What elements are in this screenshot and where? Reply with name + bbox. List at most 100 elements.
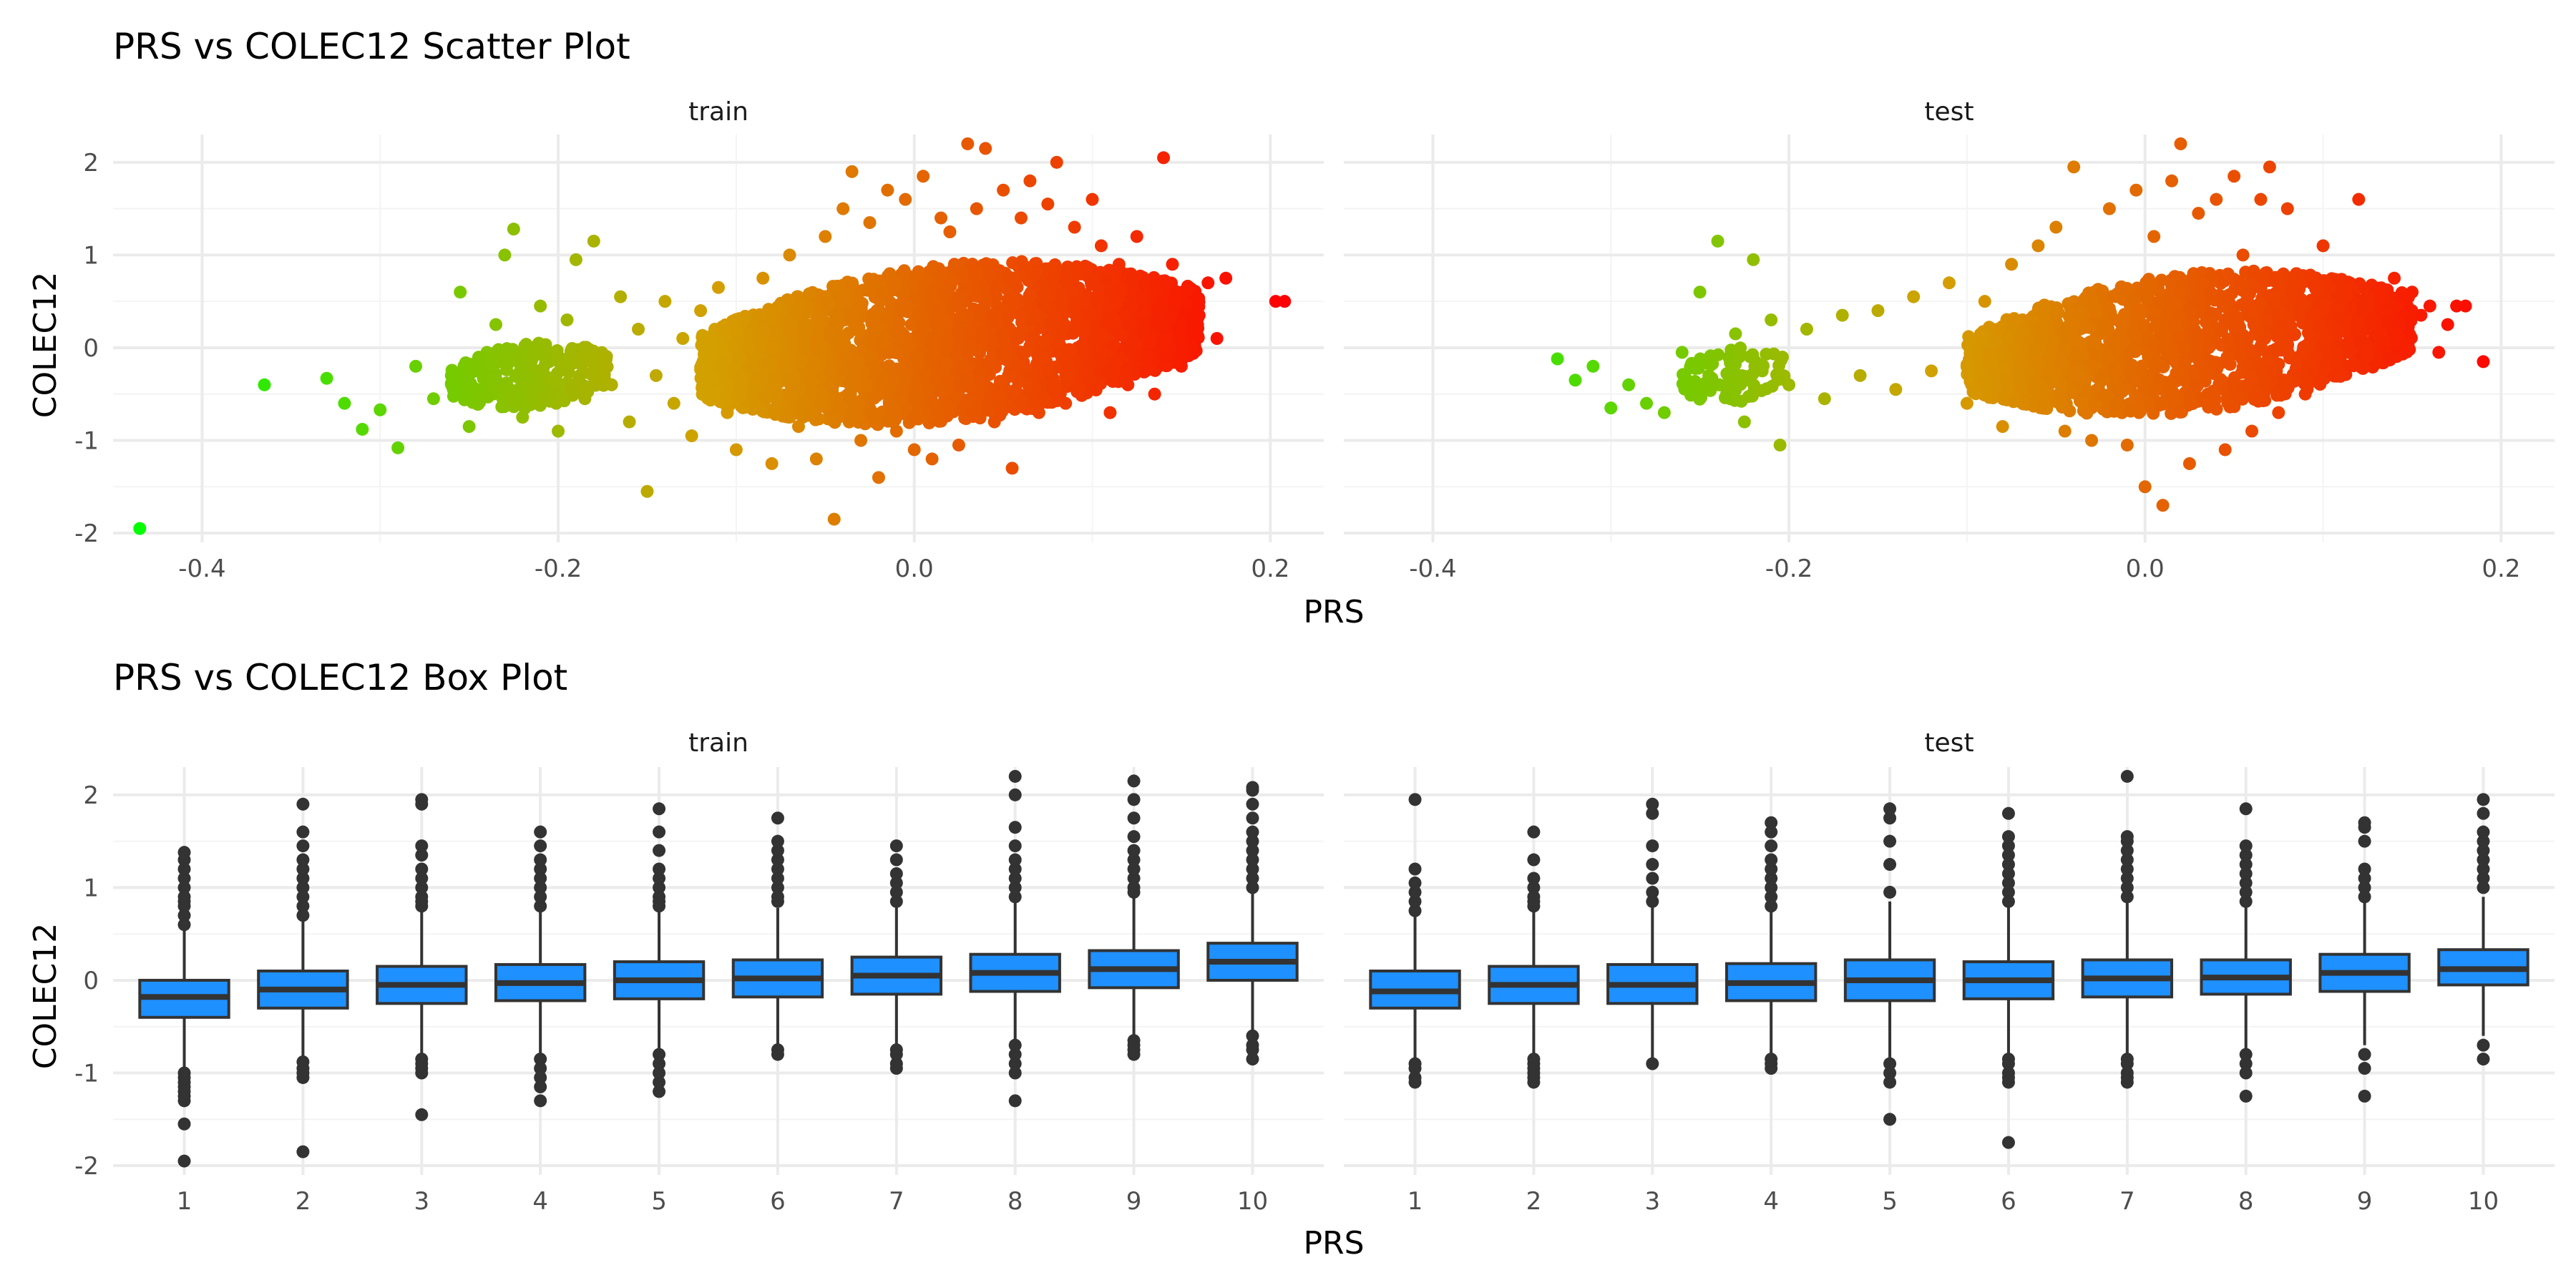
x-tick-label: 5: [651, 1187, 667, 1216]
scatter-point: [2318, 298, 2331, 312]
scatter-point: [597, 379, 610, 392]
scatter-point: [888, 373, 902, 386]
scatter-point: [1101, 301, 1115, 314]
scatter-point: [1973, 361, 1986, 375]
scatter-point: [2174, 137, 2187, 150]
scatter-point: [1729, 358, 1742, 371]
scatter-point: [2007, 394, 2021, 408]
scatter-point: [2096, 284, 2109, 298]
scatter-point: [1108, 315, 1121, 328]
scatter-point: [1050, 336, 1064, 349]
scatter-point: [485, 374, 499, 387]
scatter-point: [881, 384, 894, 397]
scatter-point: [994, 406, 1008, 420]
scatter-point: [133, 522, 147, 535]
scatter-point: [881, 414, 894, 428]
scatter-point: [1106, 375, 1120, 389]
scatter-point: [2280, 202, 2294, 215]
box-outlier: [296, 909, 310, 922]
scatter-point: [2172, 286, 2186, 300]
scatter-point: [2341, 341, 2354, 355]
scatter-point: [715, 345, 728, 358]
scatter-point: [781, 373, 794, 386]
scatter-point: [1012, 375, 1025, 389]
scatter-point: [1743, 350, 1757, 364]
scatter-point: [976, 331, 990, 344]
scatter-point: [938, 288, 952, 301]
box-outlier: [177, 1094, 191, 1108]
scatter-point: [1551, 352, 1564, 366]
box-outlier: [296, 853, 310, 867]
scatter-point: [2303, 268, 2317, 282]
scatter-point: [507, 223, 520, 236]
box-x-axis-label: PRS: [1303, 1225, 1364, 1262]
scatter-point: [694, 304, 708, 318]
scatter-point: [2272, 406, 2285, 419]
scatter-point: [1818, 392, 1831, 406]
scatter-point: [534, 348, 547, 361]
scatter-point: [1060, 344, 1073, 358]
box-outlier: [534, 1062, 547, 1075]
scatter-point: [2203, 287, 2217, 301]
scatter-point: [1734, 341, 1747, 355]
scatter-point: [2031, 353, 2045, 366]
scatter-point: [462, 420, 476, 434]
scatter-point: [2127, 292, 2140, 306]
scatter-point: [2075, 396, 2089, 409]
scatter-point: [1010, 360, 1023, 374]
scatter-point: [796, 395, 810, 409]
scatter-point: [889, 346, 903, 360]
scatter-point: [973, 308, 987, 321]
scatter-point: [2244, 371, 2258, 384]
scatter-point: [640, 484, 654, 498]
scatter-point: [785, 390, 799, 404]
scatter-point: [1695, 380, 1709, 394]
scatter-point: [991, 280, 1005, 294]
scatter-point: [2086, 295, 2099, 308]
scatter-point: [981, 404, 995, 417]
scatter-point: [2210, 402, 2223, 416]
box-outlier: [177, 846, 191, 859]
box-outlier: [177, 918, 191, 932]
scatter-point: [562, 366, 575, 379]
scatter-point: [2272, 307, 2285, 321]
scatter-point: [2201, 326, 2215, 339]
scatter-point: [972, 366, 986, 379]
x-tick-label: 2: [296, 1187, 311, 1216]
box-outlier: [177, 872, 191, 885]
scatter-point: [2222, 288, 2235, 302]
scatter-point: [808, 353, 821, 367]
scatter-point: [552, 379, 566, 392]
box-outlier: [177, 909, 191, 922]
scatter-point: [454, 286, 467, 299]
scatter-point: [754, 334, 768, 348]
scatter-point: [597, 369, 610, 382]
box-outlier: [415, 849, 429, 862]
scatter-point: [2373, 285, 2387, 298]
scatter-point: [356, 422, 369, 436]
scatter-point: [733, 350, 746, 364]
scatter-point: [1712, 348, 1725, 361]
scatter-point: [409, 359, 422, 373]
scatter-point: [2150, 355, 2163, 369]
scatter-point: [863, 348, 877, 362]
scatter-point: [2171, 367, 2185, 381]
scatter-point: [1012, 331, 1025, 345]
scatter-point: [2192, 207, 2205, 220]
scatter-point: [2313, 321, 2327, 334]
scatter-point: [2067, 334, 2081, 348]
scatter-point: [2298, 369, 2311, 382]
scatter-point: [2253, 389, 2266, 402]
scatter-point: [567, 381, 580, 394]
scatter-point: [1219, 271, 1233, 285]
scatter-point: [882, 397, 896, 411]
x-tick-label: 0.0: [2126, 555, 2165, 583]
scatter-point: [1963, 334, 1977, 348]
scatter-point: [992, 389, 1006, 403]
scatter-point: [1151, 302, 1164, 316]
scatter-point: [981, 356, 995, 370]
scatter-point: [2245, 424, 2258, 438]
box-outlier: [296, 881, 310, 894]
scatter-point: [2332, 325, 2346, 338]
scatter-point: [320, 371, 333, 385]
